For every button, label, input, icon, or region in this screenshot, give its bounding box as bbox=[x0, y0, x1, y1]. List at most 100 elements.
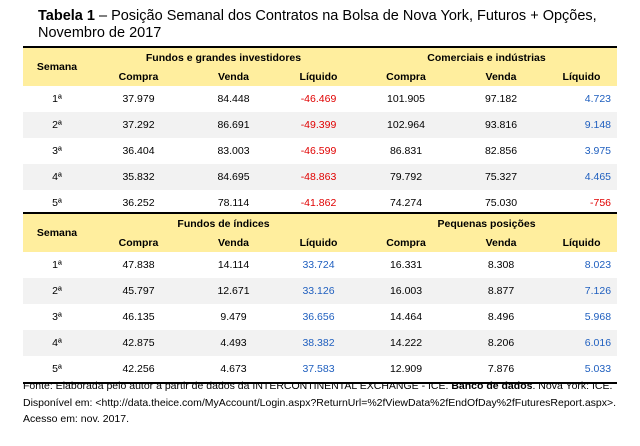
positions-table-2: Semana Fundos de índices Pequenas posiçõ… bbox=[23, 212, 618, 384]
cell-liquido: -49.399 bbox=[281, 112, 356, 138]
semana-cell: 1ª bbox=[52, 259, 62, 271]
cell-liquido: -46.469 bbox=[300, 93, 337, 105]
cell-venda: 97.182 bbox=[484, 93, 518, 105]
cell-venda: 86.691 bbox=[186, 112, 281, 138]
cell-liquido: 33.724 bbox=[302, 259, 335, 271]
cell-compra: 46.135 bbox=[122, 311, 155, 323]
col-header-liquido: Líquido bbox=[546, 68, 618, 86]
cell-venda: 83.003 bbox=[217, 145, 250, 157]
caption-text: – Posição Semanal dos Contratos na Bolsa… bbox=[38, 8, 597, 41]
cell-venda: 8.206 bbox=[456, 330, 547, 356]
group-header-row: Semana Fundos e grandes investidores Com… bbox=[23, 46, 618, 86]
semana-cell: 4ª bbox=[23, 330, 91, 356]
group-header-a: Fundos de índices bbox=[91, 212, 357, 234]
cell-liquido: 6.016 bbox=[546, 330, 618, 356]
cell-compra: 14.222 bbox=[356, 330, 457, 356]
table-row: 1ª 47.838 14.114 33.724 16.331 8.308 8.0… bbox=[23, 252, 617, 278]
caption-label: Tabela 1 bbox=[38, 8, 95, 24]
cell-liquido: 8.023 bbox=[584, 259, 612, 271]
table-row: 3ª 46.135 9.479 36.656 14.464 8.496 5.96… bbox=[23, 304, 617, 330]
col-header-liquido: Líquido bbox=[546, 234, 618, 252]
table-row: 1ª 37.979 84.448 -46.469 101.905 97.182 … bbox=[23, 86, 617, 112]
table-row: 2ª 37.292 86.691 -49.399 102.964 93.816 … bbox=[23, 112, 618, 138]
cell-venda: 84.448 bbox=[217, 93, 250, 105]
cell-liquido: -48.863 bbox=[281, 164, 356, 190]
col-header-compra: Compra bbox=[356, 234, 457, 252]
cell-liquido: 36.656 bbox=[302, 311, 335, 323]
cell-liquido: 4.723 bbox=[584, 93, 612, 105]
cell-compra: 102.964 bbox=[356, 112, 456, 138]
cell-venda: 84.695 bbox=[186, 164, 281, 190]
cell-venda: 8.496 bbox=[487, 311, 515, 323]
cell-compra: 45.797 bbox=[91, 278, 186, 304]
cell-liquido: 5.968 bbox=[584, 311, 612, 323]
cell-compra: 42.256 bbox=[91, 356, 186, 384]
col-header-venda: Venda bbox=[186, 234, 281, 252]
cell-compra: 12.909 bbox=[356, 356, 457, 384]
col-header-venda: Venda bbox=[456, 234, 547, 252]
cell-compra: 79.792 bbox=[356, 164, 456, 190]
semana-header: Semana bbox=[23, 46, 91, 86]
cell-liquido: 5.033 bbox=[546, 356, 618, 384]
cell-venda: 7.876 bbox=[456, 356, 547, 384]
cell-venda: 4.493 bbox=[186, 330, 281, 356]
cell-liquido: -46.599 bbox=[300, 145, 337, 157]
table-row: 2ª 45.797 12.671 33.126 16.003 8.877 7.1… bbox=[23, 278, 618, 304]
cell-liquido: 33.126 bbox=[281, 278, 357, 304]
source-suffix: . Nova York: ICE. Disponível em: <http:/… bbox=[23, 380, 617, 425]
source-prefix: Fonte: Elaborada pelo autor a partir de … bbox=[23, 380, 452, 392]
cell-venda: 75.327 bbox=[456, 164, 546, 190]
col-header-venda: Venda bbox=[456, 68, 546, 86]
semana-cell: 3ª bbox=[52, 311, 62, 323]
cell-venda: 8.308 bbox=[487, 259, 515, 271]
col-header-liquido: Líquido bbox=[281, 68, 356, 86]
cell-compra: 86.831 bbox=[389, 145, 423, 157]
semana-cell: 1ª bbox=[52, 93, 62, 105]
column-header-row: Compra Venda Líquido Compra Venda Líquid… bbox=[23, 234, 618, 252]
cell-compra: 42.875 bbox=[91, 330, 186, 356]
table-row: 3ª 36.404 83.003 -46.599 86.831 82.856 3… bbox=[23, 138, 617, 164]
source-note: Fonte: Elaborada pelo autor a partir de … bbox=[23, 378, 623, 428]
cell-liquido: 9.148 bbox=[546, 112, 618, 138]
col-header-compra: Compra bbox=[356, 68, 456, 86]
cell-compra: 35.832 bbox=[91, 164, 186, 190]
cell-venda: 4.673 bbox=[186, 356, 281, 384]
source-bold: Banco de dados bbox=[451, 380, 533, 392]
cell-venda: 82.856 bbox=[484, 145, 518, 157]
col-header-liquido: Líquido bbox=[281, 234, 357, 252]
cell-liquido: 38.382 bbox=[281, 330, 357, 356]
cell-compra: 37.979 bbox=[122, 93, 155, 105]
cell-liquido: 37.583 bbox=[281, 356, 357, 384]
semana-header: Semana bbox=[23, 212, 91, 252]
table-row: 4ª 42.875 4.493 38.382 14.222 8.206 6.01… bbox=[23, 330, 618, 356]
table-caption: Tabela 1 – Posição Semanal dos Contratos… bbox=[38, 8, 618, 42]
table-row: 4ª 35.832 84.695 -48.863 79.792 75.327 4… bbox=[23, 164, 618, 190]
cell-venda: 12.671 bbox=[186, 278, 281, 304]
cell-liquido: 3.975 bbox=[584, 145, 612, 157]
cell-liquido: 7.126 bbox=[546, 278, 618, 304]
cell-liquido: 4.465 bbox=[546, 164, 618, 190]
cell-venda: 14.114 bbox=[217, 259, 250, 271]
positions-table-1: Semana Fundos e grandes investidores Com… bbox=[23, 46, 618, 218]
group-header-a: Fundos e grandes investidores bbox=[91, 46, 356, 68]
semana-cell: 3ª bbox=[52, 145, 62, 157]
group-header-row: Semana Fundos de índices Pequenas posiçõ… bbox=[23, 212, 618, 252]
semana-cell: 4ª bbox=[23, 164, 91, 190]
column-header-row: Compra Venda Líquido Compra Venda Líquid… bbox=[23, 68, 618, 86]
col-header-compra: Compra bbox=[91, 234, 186, 252]
table-row: 5ª 42.256 4.673 37.583 12.909 7.876 5.03… bbox=[23, 356, 618, 384]
semana-cell: 5ª bbox=[23, 356, 91, 384]
col-header-venda: Venda bbox=[186, 68, 281, 86]
semana-cell: 2ª bbox=[23, 112, 91, 138]
cell-venda: 93.816 bbox=[456, 112, 546, 138]
group-header-b: Pequenas posições bbox=[356, 212, 618, 234]
cell-venda: 9.479 bbox=[220, 311, 247, 323]
semana-cell: 2ª bbox=[23, 278, 91, 304]
cell-compra: 101.905 bbox=[387, 93, 425, 105]
cell-compra: 16.003 bbox=[356, 278, 457, 304]
group-header-b: Comerciais e indústrias bbox=[356, 46, 618, 68]
cell-compra: 14.464 bbox=[389, 311, 423, 323]
col-header-compra: Compra bbox=[91, 68, 186, 86]
cell-compra: 37.292 bbox=[91, 112, 186, 138]
